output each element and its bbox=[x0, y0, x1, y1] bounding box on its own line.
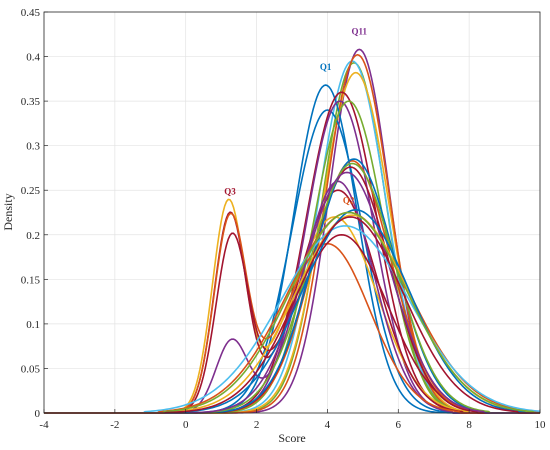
axis-ticks: -4 -2 0 2 4 6 8 10 0 0.05 0.1 0.15 0.2 0.25 0.3 0.35 0.4… bbox=[21, 7, 546, 431]
y-tick-label: 0.25 bbox=[21, 185, 41, 197]
x-tick-label: 10 bbox=[535, 419, 547, 431]
x-tick-label: -4 bbox=[39, 419, 49, 431]
plot-background bbox=[44, 12, 540, 413]
annotation-q2: Q2 bbox=[343, 196, 355, 206]
y-tick-label: 0.2 bbox=[26, 230, 40, 242]
y-axis-label: Density bbox=[1, 193, 15, 230]
annotation-q3: Q3 bbox=[224, 187, 236, 197]
x-tick-label: -2 bbox=[110, 419, 119, 431]
y-tick-label: 0 bbox=[35, 408, 41, 420]
plot-frame bbox=[43, 11, 541, 414]
y-tick-label: 0.3 bbox=[26, 141, 40, 153]
y-tick-label: 0.4 bbox=[26, 52, 40, 64]
x-tick-label: 0 bbox=[183, 419, 189, 431]
x-axis-label: Score bbox=[278, 431, 305, 445]
curve-annotations: Q11 Q1 Q3 Q2 bbox=[224, 26, 367, 205]
y-tick-label: 0.15 bbox=[21, 274, 41, 286]
annotation-q11: Q11 bbox=[352, 26, 368, 36]
x-tick-label: 4 bbox=[325, 419, 331, 431]
y-tick-label: 0.1 bbox=[26, 319, 40, 331]
y-tick-label: 0.05 bbox=[21, 363, 41, 375]
x-tick-label: 8 bbox=[466, 419, 472, 431]
y-tick-label: 0.35 bbox=[21, 96, 41, 108]
x-tick-label: 6 bbox=[396, 419, 402, 431]
annotation-q1: Q1 bbox=[320, 62, 332, 72]
x-tick-label: 2 bbox=[254, 419, 260, 431]
y-tick-label: 0.45 bbox=[21, 7, 41, 19]
